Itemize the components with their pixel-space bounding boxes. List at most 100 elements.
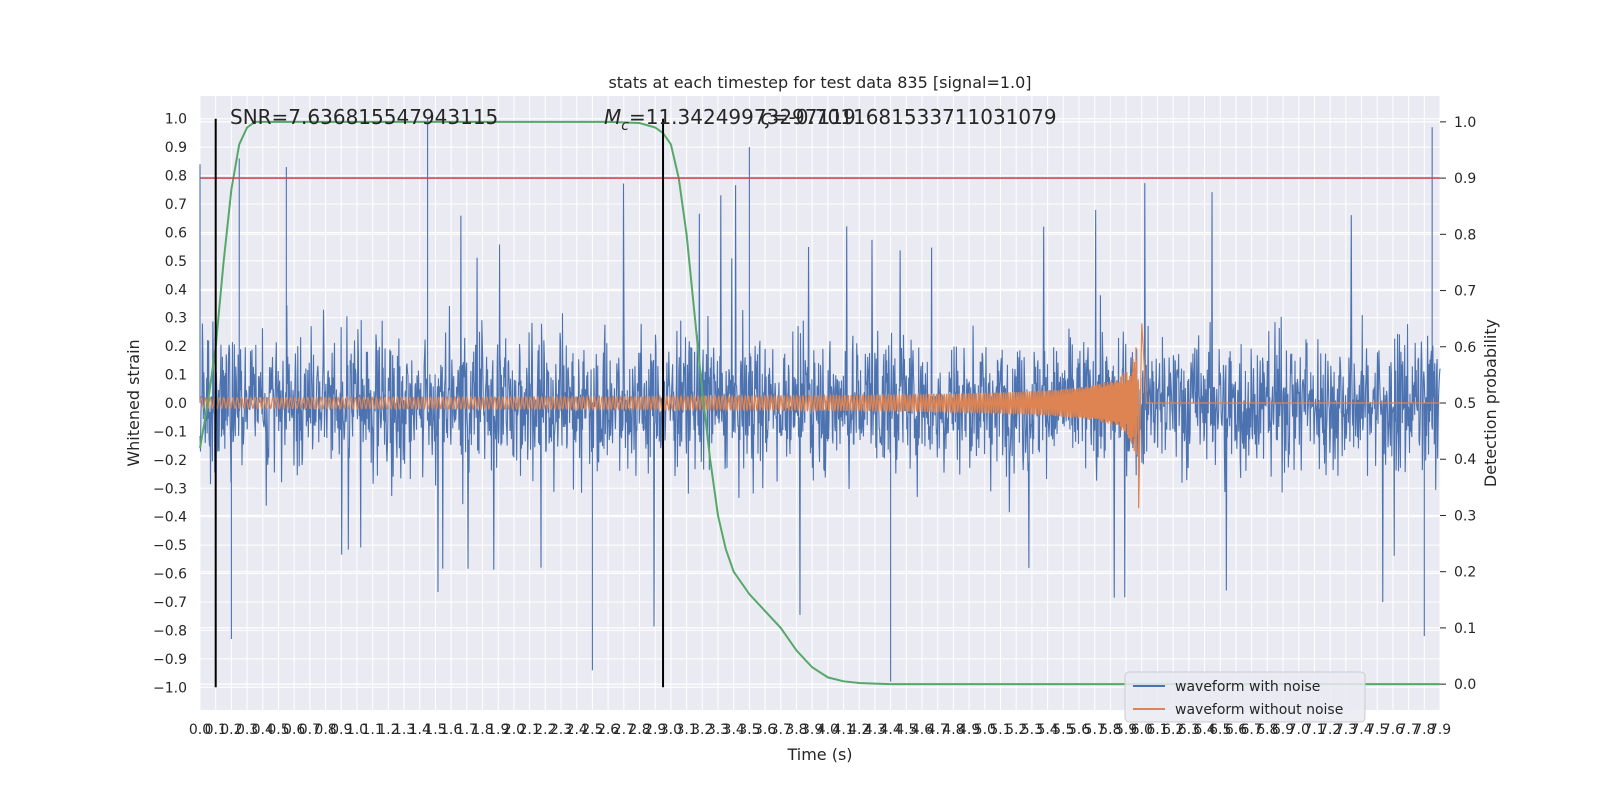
legend-label-noise: waveform with noise <box>1175 679 1320 695</box>
x-tick-label: 2.0 <box>503 722 525 738</box>
chirp-mass-annotation: Mc=11.34249973297119 <box>604 105 856 134</box>
x-tick-label: 0.3 <box>236 722 258 738</box>
y-left-tick-label: 0.8 <box>165 169 187 185</box>
y-left-tick-label: −0.6 <box>153 567 187 583</box>
reference-lines <box>200 118 1440 688</box>
x-tick-label: 5.0 <box>974 722 996 738</box>
x-tick-label: 3.6 <box>754 722 776 738</box>
x-tick-label: 3.9 <box>801 722 823 738</box>
x-tick-label: 1.9 <box>487 722 509 738</box>
x-tick-label: 7.3 <box>1335 722 1357 738</box>
y-right-tick-label: 0.2 <box>1454 565 1476 581</box>
chirp-mass-symbol: M <box>604 105 621 129</box>
x-tick-label: 3.5 <box>738 722 760 738</box>
probability-line <box>199 120 1440 686</box>
x-tick-label: 3.4 <box>723 722 745 738</box>
y-right-tick-label: 0.9 <box>1454 171 1476 187</box>
x-tick-label: 2.7 <box>613 722 635 738</box>
x-tick-label: 1.3 <box>393 722 415 738</box>
y-right-tick-label: 0.1 <box>1454 621 1476 637</box>
y-left-tick-label: 0.1 <box>165 368 187 384</box>
x-tick-label: 0.7 <box>299 722 321 738</box>
x-tick-label: 1.2 <box>377 722 399 738</box>
x-tick-label: 6.2 <box>1162 722 1184 738</box>
x-tick-label: 2.6 <box>597 722 619 738</box>
x-tick-label: 4.3 <box>864 722 886 738</box>
legend-label-clean: waveform without noise <box>1175 702 1343 718</box>
y-left-tick-label: 0.7 <box>165 197 187 213</box>
x-tick-label: 3.8 <box>785 722 807 738</box>
y-right-tick-label: 0.4 <box>1454 452 1476 468</box>
x-tick-label: 1.1 <box>362 722 384 738</box>
x-tick-label: 4.9 <box>958 722 980 738</box>
x-tick-label: 4.1 <box>832 722 854 738</box>
y-right-tick-label: 0.8 <box>1454 227 1476 243</box>
x-tick-label: 6.8 <box>1256 722 1278 738</box>
y-right-tick-label: 0.3 <box>1454 508 1476 524</box>
y-left-tick-label: −1.0 <box>153 680 187 696</box>
detection-probability-series <box>199 120 1440 686</box>
x-tick-label: 7.8 <box>1413 722 1435 738</box>
y-left-tick-label: 0.6 <box>165 225 187 241</box>
x-tick-label: 5.1 <box>989 722 1011 738</box>
x-tick-label: 1.8 <box>471 722 493 738</box>
x-tick-label: 4.6 <box>911 722 933 738</box>
y-right-tick-label: 1.0 <box>1454 115 1476 131</box>
x-tick-label: 4.7 <box>927 722 949 738</box>
y-left-tick-label: −0.4 <box>153 510 187 526</box>
x-tick-label: 0.6 <box>283 722 305 738</box>
x-tick-label: 2.9 <box>644 722 666 738</box>
y-axis-right-label: Detection probability <box>1481 319 1500 487</box>
x-tick-label: 7.5 <box>1366 722 1388 738</box>
x-tick-label: 6.0 <box>1131 722 1153 738</box>
x-tick-label: 5.6 <box>1068 722 1090 738</box>
y-left-tick-label: 0.9 <box>165 140 187 156</box>
x-tick-label: 2.3 <box>550 722 572 738</box>
y-left-tick-label: 1.0 <box>165 112 187 128</box>
x-tick-label: 0.5 <box>267 722 289 738</box>
x-tick-label: 5.9 <box>1115 722 1137 738</box>
x-axis-label: Time (s) <box>786 745 852 764</box>
x-tick-label: 4.0 <box>817 722 839 738</box>
x-tick-label: 6.3 <box>1178 722 1200 738</box>
x-tick-label: 2.2 <box>534 722 556 738</box>
overlap-value: =-0.7011681533711031079 <box>772 105 1057 129</box>
snr-annotation: SNR=7.636815547943115 <box>230 105 498 129</box>
x-tick-label: 6.7 <box>1241 722 1263 738</box>
x-tick-label: 5.5 <box>1052 722 1074 738</box>
x-tick-label: 5.3 <box>1021 722 1043 738</box>
y-left-tick-label: −0.7 <box>153 595 187 611</box>
x-tick-label: 5.7 <box>1084 722 1106 738</box>
x-tick-label: 7.0 <box>1288 722 1310 738</box>
x-tick-label: 5.4 <box>1036 722 1058 738</box>
x-tick-label: 3.2 <box>691 722 713 738</box>
x-tick-label: 2.5 <box>581 722 603 738</box>
x-tick-label: 7.1 <box>1303 722 1325 738</box>
y-right-tick-label: 0.6 <box>1454 340 1476 356</box>
y-left-tick-label: −0.9 <box>153 652 187 668</box>
y-left-tick-label: −0.2 <box>153 453 187 469</box>
x-tick-label: 1.0 <box>346 722 368 738</box>
x-tick-label: 7.6 <box>1382 722 1404 738</box>
y-axis-left-label: Whitened strain <box>124 339 143 466</box>
x-tick-label: 7.4 <box>1350 722 1372 738</box>
x-tick-label: 1.4 <box>409 722 431 738</box>
x-tick-label: 6.9 <box>1272 722 1294 738</box>
y-right-tick-label: 0.5 <box>1454 396 1476 412</box>
y-axis-right-ticks: 1.0 0.9 0.8 0.7 0.6 0.5 0.4 0.3 0.2 0.1 0.0 <box>1440 115 1476 693</box>
x-tick-label: 0.8 <box>314 722 336 738</box>
x-tick-label: 4.5 <box>895 722 917 738</box>
y-right-tick-label: 0.7 <box>1454 284 1476 300</box>
x-tick-label: 6.1 <box>1146 722 1168 738</box>
y-right-tick-label: 0.0 <box>1454 677 1476 693</box>
x-tick-label: 4.2 <box>848 722 870 738</box>
x-tick-label: 3.3 <box>707 722 729 738</box>
x-tick-label: 5.8 <box>1099 722 1121 738</box>
x-tick-label: 6.5 <box>1209 722 1231 738</box>
x-tick-label: 5.2 <box>1005 722 1027 738</box>
overlap-annotation: ς=-0.7011681533711031079 <box>760 105 1057 129</box>
clean-waveform-line <box>199 323 1440 509</box>
chart-title: stats at each timestep for test data 835… <box>608 73 1031 92</box>
y-left-tick-label: 0.5 <box>165 254 187 270</box>
y-left-tick-label: −0.3 <box>153 481 187 497</box>
